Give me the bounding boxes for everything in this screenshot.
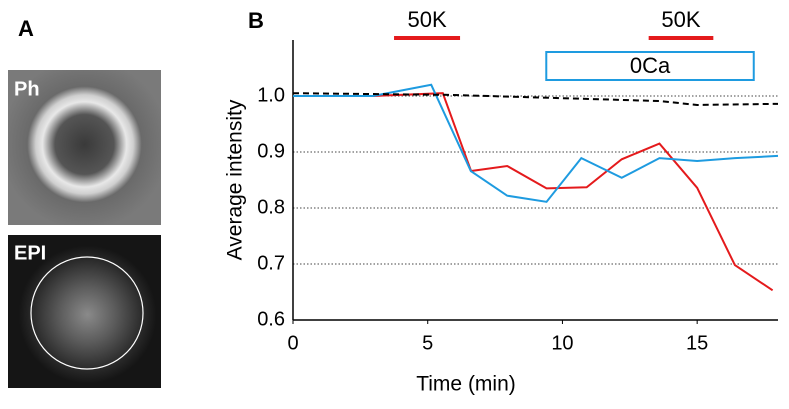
plot: 0.6 0.7 0.8 0.9 1.0 0 5 10 15 50K 50K 0Ca xyxy=(257,7,779,354)
phase-image xyxy=(8,70,161,225)
image-label: EPI xyxy=(14,242,46,264)
data-line xyxy=(292,92,779,106)
x-tick-label: 0 xyxy=(287,332,298,354)
y-tick-label: 1.0 xyxy=(257,84,285,106)
y-tick-label: 0.8 xyxy=(257,196,285,218)
condition-label: 0Ca xyxy=(630,53,671,78)
data-line xyxy=(293,92,774,292)
data-line xyxy=(293,83,779,203)
x-tick-label: 10 xyxy=(551,332,573,354)
image-label: Ph xyxy=(14,78,40,100)
y-axis-label: Average intensity xyxy=(224,99,247,260)
x-axis-label: Time (min) xyxy=(416,373,516,396)
stimulus-label: 50K xyxy=(407,7,446,32)
y-tick-label: 0.7 xyxy=(257,252,285,274)
panel-label: A xyxy=(18,16,34,41)
y-tick-label: 0.9 xyxy=(257,140,285,162)
stimulus-label: 50K xyxy=(661,7,700,32)
panel-label: B xyxy=(248,8,264,33)
y-tick-label: 0.6 xyxy=(257,308,285,330)
condition-box xyxy=(545,51,755,81)
x-tick-label: 15 xyxy=(686,332,708,354)
roi-circle xyxy=(30,256,144,370)
x-tick-label: 5 xyxy=(422,332,433,354)
epi-image xyxy=(8,235,161,388)
